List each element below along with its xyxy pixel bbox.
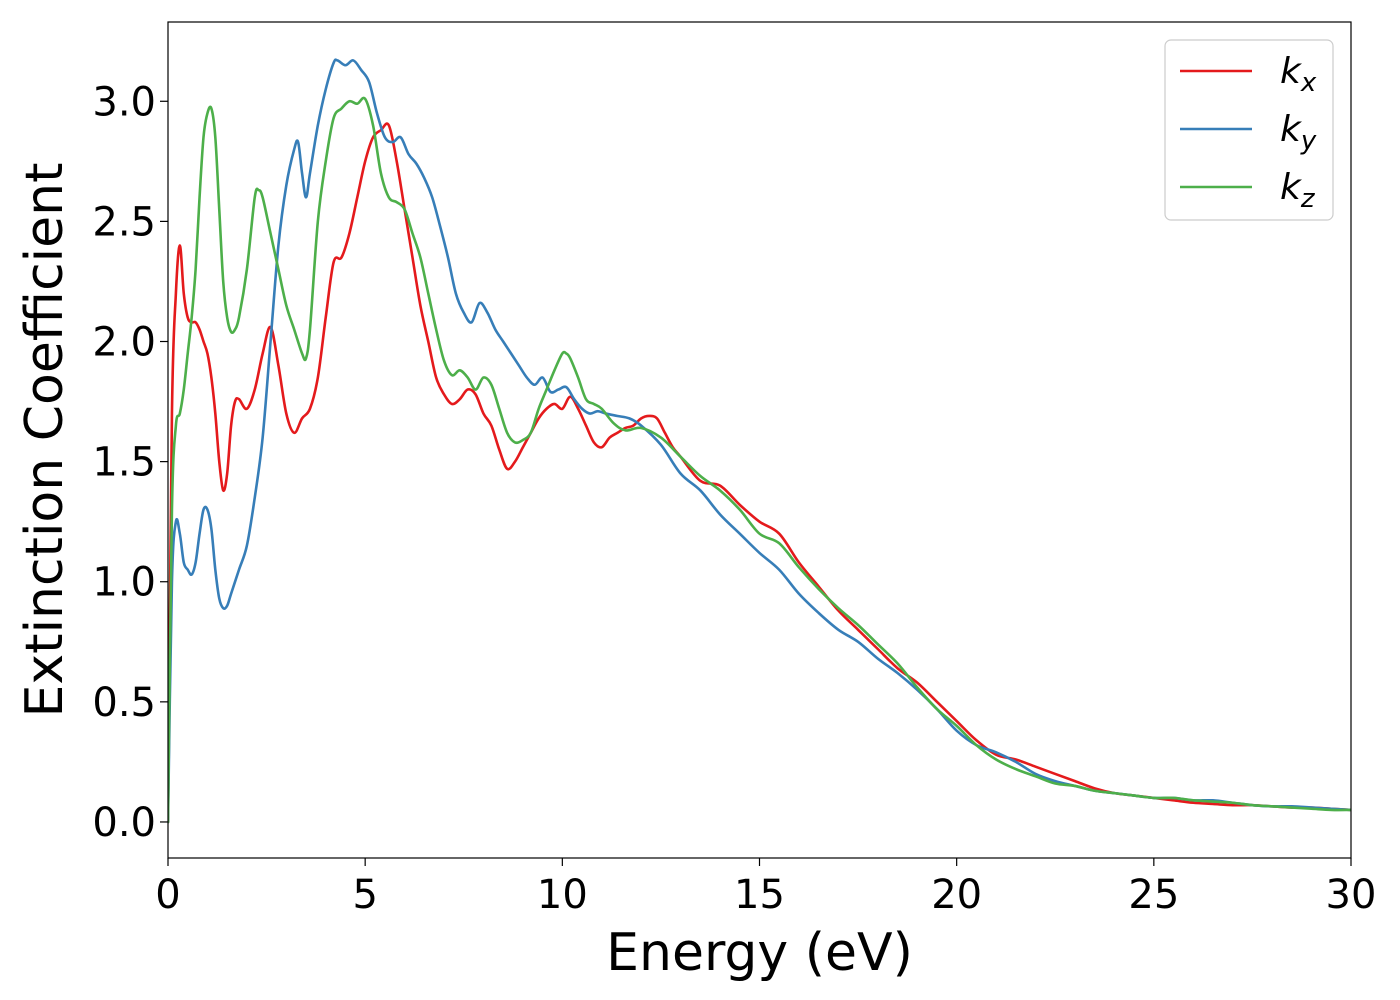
y-tick-label: 2.0 bbox=[92, 320, 156, 366]
y-tick-label: 1.5 bbox=[92, 440, 156, 486]
y-tick-label: 1.0 bbox=[92, 560, 156, 606]
series-layer bbox=[168, 58, 1351, 824]
x-tick-label: 5 bbox=[352, 872, 377, 918]
y-tick-label: 3.0 bbox=[92, 79, 156, 125]
legend-label-ky: ky bbox=[1280, 109, 1317, 156]
x-tick-label: 30 bbox=[1326, 872, 1377, 918]
x-tick-label: 10 bbox=[537, 872, 588, 918]
y-tick-label: 0.5 bbox=[92, 680, 156, 726]
x-tick-label: 15 bbox=[734, 872, 785, 918]
x-tick-label: 25 bbox=[1128, 872, 1179, 918]
x-tick-label: 0 bbox=[155, 872, 180, 918]
legend-label-kx: kx bbox=[1280, 51, 1317, 98]
x-axis-ticks: 0 5 10 15 20 25 30 bbox=[155, 858, 1376, 918]
y-axis-ticks: 0.0 0.5 1.0 1.5 2.0 2.5 3.0 bbox=[92, 79, 168, 846]
series-line-ky bbox=[168, 58, 1351, 824]
x-tick-label: 20 bbox=[931, 872, 982, 918]
y-axis-label: Extinction Coefficient bbox=[15, 163, 75, 718]
series-line-kz bbox=[168, 96, 1351, 824]
legend: kx ky kz bbox=[1164, 39, 1334, 221]
y-tick-label: 0.0 bbox=[92, 800, 156, 846]
legend-label-kz: kz bbox=[1280, 167, 1316, 214]
series-line-kx bbox=[168, 122, 1351, 824]
x-axis-label: Energy (eV) bbox=[606, 923, 913, 983]
y-tick-label: 2.5 bbox=[92, 199, 156, 245]
